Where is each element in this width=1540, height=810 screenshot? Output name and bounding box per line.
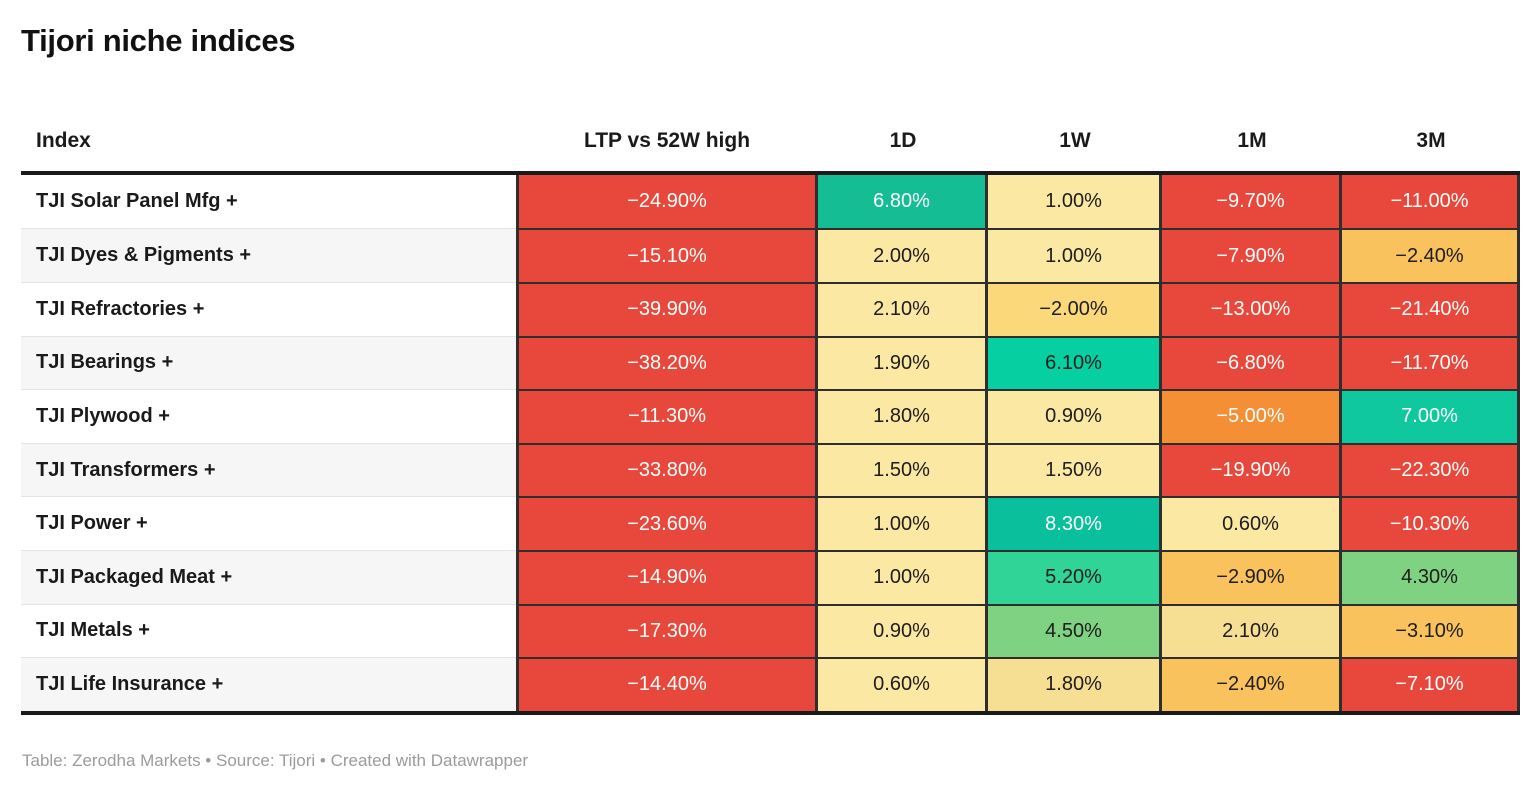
value-cell: 1.90% [818,335,988,390]
value-cell: 0.90% [988,389,1162,443]
value-cell: 1.80% [988,657,1162,711]
value-cell: −11.30% [516,389,818,443]
value-cell: −2.40% [1162,657,1342,711]
value-cell: −39.90% [516,281,818,336]
value-cell: −24.90% [516,174,818,229]
value-cell: −23.60% [516,496,818,550]
value-cell: 0.90% [818,603,988,658]
index-label: TJI Packaged Meat + [21,549,516,604]
value-cell: 0.60% [818,657,988,711]
value-cell: 6.10% [988,335,1162,390]
value-cell: −14.90% [516,549,818,604]
value-cell: −7.10% [1342,657,1520,711]
value-cell: −21.40% [1342,281,1520,336]
index-label: TJI Transformers + [21,442,516,497]
value-cell: −2.40% [1342,228,1520,282]
value-cell: 2.10% [1162,603,1342,658]
value-cell: −22.30% [1342,442,1520,497]
value-cell: −10.30% [1342,496,1520,550]
value-cell: −38.20% [516,335,818,390]
value-cell: −3.10% [1342,603,1520,658]
value-cell: 1.80% [818,389,988,443]
value-cell: 1.50% [988,442,1162,497]
table-header-row: Index LTP vs 52W high 1D 1W 1M 3M [21,111,1520,175]
value-cell: −13.00% [1162,281,1342,336]
value-cell: 5.20% [988,549,1162,604]
column-header-1m: 1M [1237,128,1267,152]
index-label: TJI Metals + [21,603,516,658]
value-cell: 1.50% [818,442,988,497]
page-title: Tijori niche indices [21,23,296,58]
value-cell: −7.90% [1162,228,1342,282]
index-label: TJI Bearings + [21,335,516,390]
table-row: TJI Bearings + −38.20% 1.90% 6.10% −6.80% −11… [21,335,1520,390]
index-label: TJI Solar Panel Mfg + [21,174,516,229]
column-header-ltp-vs-52w-high: LTP vs 52W high [583,128,751,152]
table-row: TJI Metals + −17.30% 0.90% 4.50% 2.10% −3.10% [21,603,1520,658]
page: Tijori niche indices Index LTP vs 52W hi… [21,23,1520,770]
value-cell: −2.00% [988,281,1162,336]
table-row: TJI Dyes & Pigments + −15.10% 2.00% 1.00% −7… [21,228,1520,282]
value-cell: −17.30% [516,603,818,658]
column-header-1d: 1D [889,128,917,152]
value-cell: −33.80% [516,442,818,497]
indices-table: Index LTP vs 52W high 1D 1W 1M 3M TJI So… [21,111,1520,715]
table-row: TJI Transformers + −33.80% 1.50% 1.50% −19.9… [21,442,1520,497]
table-row: TJI Life Insurance + −14.40% 0.60% 1.80% −2.… [21,657,1520,711]
column-header-1w: 1W [1059,128,1091,152]
value-cell: 4.50% [988,603,1162,658]
index-label: TJI Refractories + [21,281,516,336]
column-header-3m: 3M [1416,128,1446,152]
column-header-index: Index [36,128,91,152]
value-cell: −15.10% [516,228,818,282]
value-cell: −2.90% [1162,549,1342,604]
table-row: TJI Plywood + −11.30% 1.80% 0.90% −5.00% 7.00… [21,389,1520,443]
table-body: TJI Solar Panel Mfg + −24.90% 6.80% 1.00% −9… [21,174,1520,715]
value-cell: −19.90% [1162,442,1342,497]
value-cell: −9.70% [1162,174,1342,229]
value-cell: 1.00% [988,174,1162,229]
value-cell: 2.10% [818,281,988,336]
value-cell: 4.30% [1342,549,1520,604]
table-row: TJI Refractories + −39.90% 2.10% −2.00% −13.… [21,281,1520,336]
value-cell: 2.00% [818,228,988,282]
table-row: TJI Power + −23.60% 1.00% 8.30% 0.60% −10.30% [21,496,1520,550]
value-cell: −5.00% [1162,389,1342,443]
value-cell: 0.60% [1162,496,1342,550]
index-label: TJI Power + [21,496,516,550]
value-cell: −11.70% [1342,335,1520,390]
attribution-footer: Table: Zerodha Markets • Source: Tijori … [22,750,529,770]
table-row: TJI Packaged Meat + −14.90% 1.00% 5.20% −2.9… [21,549,1520,604]
value-cell: 1.00% [818,549,988,604]
value-cell: 1.00% [988,228,1162,282]
index-label: TJI Life Insurance + [21,657,516,711]
index-label: TJI Dyes & Pigments + [21,228,516,282]
value-cell: −6.80% [1162,335,1342,390]
value-cell: 1.00% [818,496,988,550]
value-cell: 6.80% [818,174,988,229]
value-cell: −11.00% [1342,174,1520,229]
value-cell: 7.00% [1342,389,1520,443]
value-cell: −14.40% [516,657,818,711]
value-cell: 8.30% [988,496,1162,550]
table-row: TJI Solar Panel Mfg + −24.90% 6.80% 1.00% −9… [21,174,1520,229]
index-label: TJI Plywood + [21,389,516,443]
